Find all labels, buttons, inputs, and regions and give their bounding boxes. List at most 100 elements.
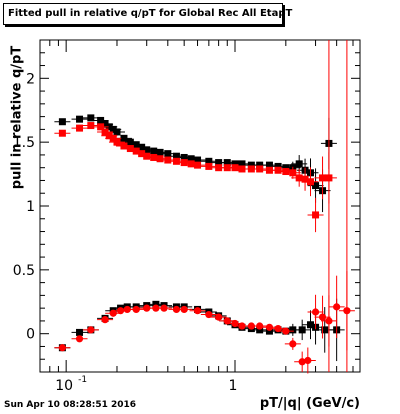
data-point bbox=[58, 129, 66, 137]
y-tick-label: 2 bbox=[26, 71, 35, 87]
data-point bbox=[247, 161, 255, 169]
data-point bbox=[143, 152, 151, 160]
data-point bbox=[113, 128, 121, 136]
data-point bbox=[101, 128, 109, 136]
data-point bbox=[256, 326, 264, 334]
data-point bbox=[87, 122, 95, 130]
data-point bbox=[205, 162, 213, 170]
data-point bbox=[194, 161, 202, 169]
data-point bbox=[120, 142, 128, 150]
data-point bbox=[164, 150, 172, 158]
data-point bbox=[289, 169, 297, 177]
y-tick-label: 1.5 bbox=[13, 135, 35, 151]
data-point bbox=[172, 152, 180, 160]
data-point bbox=[215, 159, 223, 167]
data-point bbox=[304, 356, 312, 365]
data-point bbox=[274, 166, 282, 174]
x-tick-label: 10 bbox=[55, 378, 73, 394]
data-point bbox=[164, 156, 172, 164]
data-point bbox=[274, 324, 282, 333]
data-point bbox=[289, 340, 297, 348]
data-point bbox=[312, 211, 320, 219]
data-point bbox=[172, 157, 180, 165]
timestamp: Sun Apr 10 08:28:51 2016 bbox=[4, 400, 137, 410]
data-point bbox=[126, 138, 134, 146]
y-tick-label: 1 bbox=[26, 199, 35, 215]
data-point bbox=[109, 125, 117, 133]
data-point bbox=[194, 156, 202, 164]
data-point bbox=[120, 134, 128, 142]
data-point bbox=[180, 159, 188, 167]
data-point bbox=[298, 326, 306, 334]
data-point bbox=[150, 153, 158, 161]
data-point bbox=[180, 305, 188, 314]
data-point bbox=[180, 153, 188, 161]
data-point bbox=[160, 304, 168, 312]
data-point bbox=[97, 116, 105, 124]
data-point bbox=[105, 123, 113, 131]
data-point bbox=[109, 134, 117, 142]
data-point bbox=[58, 118, 66, 126]
data-point bbox=[223, 317, 231, 325]
data-point bbox=[123, 305, 131, 314]
data-point bbox=[289, 326, 297, 334]
data-point bbox=[101, 120, 109, 128]
data-point bbox=[101, 316, 109, 324]
data-point bbox=[76, 115, 84, 123]
data-point bbox=[223, 159, 231, 167]
data-point bbox=[301, 175, 309, 183]
x-axis-label: pT/|q| (GeV/c) bbox=[259, 396, 360, 411]
data-point bbox=[256, 161, 264, 169]
data-point bbox=[156, 148, 164, 156]
data-point bbox=[132, 141, 140, 149]
data-point bbox=[109, 309, 117, 317]
data-point bbox=[215, 313, 223, 321]
data-point bbox=[321, 326, 329, 334]
data-point bbox=[282, 327, 290, 335]
data-point bbox=[76, 328, 84, 336]
data-point bbox=[238, 160, 246, 168]
data-point bbox=[205, 310, 213, 319]
data-point bbox=[265, 327, 273, 335]
data-point bbox=[238, 165, 246, 173]
data-point bbox=[193, 307, 202, 315]
y-tick-label: 0 bbox=[26, 327, 35, 343]
data-point bbox=[75, 335, 84, 343]
data-point bbox=[116, 307, 125, 315]
data-point bbox=[87, 114, 95, 122]
data-point bbox=[265, 161, 273, 169]
data-point bbox=[76, 124, 84, 132]
data-point bbox=[97, 123, 105, 131]
data-point bbox=[126, 145, 134, 153]
data-point bbox=[282, 168, 290, 176]
data-point bbox=[215, 164, 223, 172]
data-point bbox=[187, 160, 195, 168]
data-point bbox=[132, 305, 140, 314]
data-point bbox=[306, 178, 314, 186]
data-point bbox=[238, 322, 246, 330]
chart-title: Fitted pull in relative q/pT for Global … bbox=[8, 8, 293, 19]
x-tick-exponent: -1 bbox=[78, 375, 87, 385]
x-tick-label: 1 bbox=[229, 378, 238, 394]
data-point bbox=[333, 303, 341, 311]
data-point bbox=[312, 182, 320, 190]
data-point bbox=[265, 323, 274, 331]
data-point bbox=[58, 344, 66, 352]
data-point bbox=[152, 300, 160, 308]
data-point bbox=[318, 313, 327, 321]
data-point bbox=[152, 304, 160, 312]
data-point bbox=[231, 319, 239, 328]
data-point bbox=[295, 160, 303, 168]
data-point bbox=[187, 155, 195, 163]
chart-title-box: Fitted pull in relative q/pT for Global … bbox=[3, 3, 292, 25]
data-point bbox=[138, 143, 146, 151]
data-point bbox=[150, 147, 158, 155]
data-point bbox=[256, 322, 264, 330]
data-point bbox=[156, 155, 164, 163]
data-point bbox=[231, 164, 239, 172]
data-point bbox=[311, 308, 320, 316]
data-point bbox=[205, 157, 213, 165]
data-point bbox=[265, 166, 273, 174]
data-point bbox=[113, 138, 121, 146]
data-point bbox=[143, 146, 151, 154]
